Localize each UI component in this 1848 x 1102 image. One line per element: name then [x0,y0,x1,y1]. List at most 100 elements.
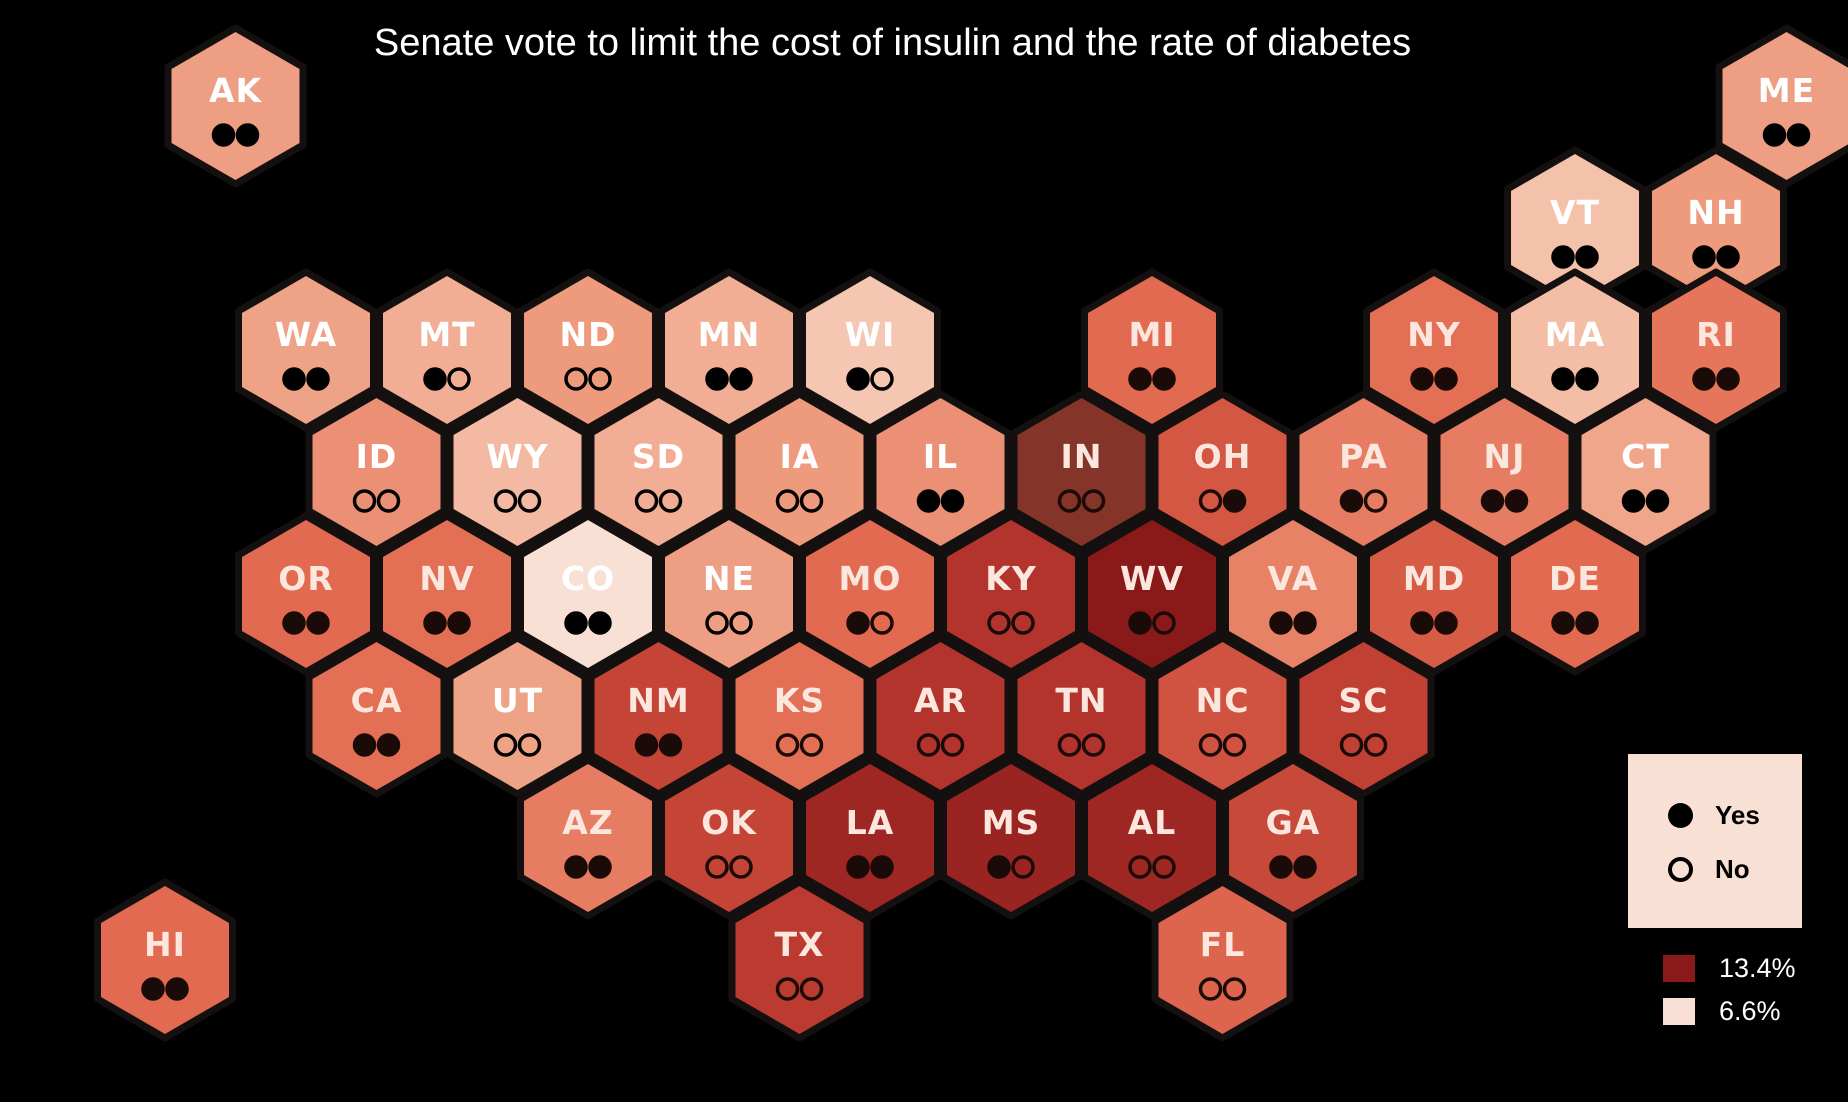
state-hexagon [1504,268,1646,432]
state-tile-nc: NC [1151,634,1294,798]
state-tile-sd: SD [587,390,730,554]
open-circle-icon [1668,857,1693,882]
state-hexagon [1363,268,1505,432]
state-tile-ok: OK [658,756,800,920]
vote-no-dot [352,489,377,513]
state-hexagon [799,512,941,676]
state-hexagon [1151,878,1294,1042]
vote-no-dot [1222,733,1247,757]
filled-circle-icon [1668,803,1693,828]
state-abbr-label: TN [1055,681,1107,720]
state-abbr-label: OH [1194,437,1252,476]
state-tile-id: ID [305,390,448,554]
color-scale-max: 13.4% [1663,953,1796,984]
color-scale-min-label: 6.6% [1719,996,1781,1026]
color-swatch-min [1663,998,1695,1025]
vote-no-dot [729,855,753,879]
state-tile-nv: NV [376,512,518,676]
state-hexagon [869,390,1012,554]
state-hexagon [1151,634,1294,798]
state-hexagon [940,512,1082,676]
vote-no-dot [493,489,518,513]
vote-yes-dot [1692,367,1716,391]
vote-no-dot [658,489,683,513]
state-hexagon [1222,756,1364,920]
vote-no-dot [517,733,542,757]
vote-yes-dot [1434,367,1458,391]
state-tile-la: LA [799,756,941,920]
state-hexagon [446,390,589,554]
state-hexagon [235,268,377,432]
state-tile-wv: WV [1081,512,1223,676]
vote-yes-dot [282,367,306,391]
state-abbr-label: IL [923,437,958,476]
state-hexagon [305,634,448,798]
state-abbr-label: IN [1061,437,1103,476]
state-hexagon [658,268,800,432]
vote-no-dot [493,733,518,757]
vote-yes-dot [423,367,447,391]
state-tile-ga: GA [1222,756,1364,920]
vote-no-dot [775,977,800,1001]
vote-yes-dot [940,489,965,513]
state-abbr-label: SC [1339,681,1389,720]
state-abbr-label: WA [275,315,337,354]
vote-no-dot [705,855,729,879]
vote-yes-dot [1551,611,1575,635]
vote-yes-dot [1410,367,1434,391]
state-tile-al: AL [1081,756,1223,920]
vote-yes-dot [447,611,471,635]
state-abbr-label: KY [985,559,1037,598]
vote-yes-dot [1293,611,1317,635]
vote-yes-dot [658,733,683,757]
vote-yes-dot [282,611,306,635]
state-abbr-label: AL [1128,803,1177,842]
state-abbr-label: MI [1128,315,1175,354]
vote-yes-dot [1762,123,1787,147]
state-tile-nh: NH [1645,146,1787,310]
vote-yes-dot [1434,611,1458,635]
vote-yes-dot [352,733,377,757]
state-hexagon [1363,512,1505,676]
state-abbr-label: NV [419,559,474,598]
vote-yes-dot [564,611,588,635]
state-hexagon [446,634,589,798]
state-abbr-label: TX [775,925,825,964]
state-hexagon [1151,390,1294,554]
state-abbr-label: ND [559,315,616,354]
state-abbr-label: OK [701,803,757,842]
state-tile-in: IN [1010,390,1153,554]
vote-yes-dot [1293,855,1317,879]
state-hexagon [728,878,871,1042]
vote-yes-dot [846,611,870,635]
state-hexagon [376,512,518,676]
state-abbr-label: NM [627,681,689,720]
vote-no-dot [1152,855,1176,879]
state-abbr-label: VT [1550,193,1600,232]
vote-no-dot [517,489,542,513]
vote-yes-dot [1410,611,1434,635]
state-abbr-label: MT [418,315,475,354]
state-tile-nj: NJ [1433,390,1576,554]
state-hexagon [164,24,307,188]
vote-yes-dot [141,977,165,1001]
color-scale-min: 6.6% [1663,996,1781,1027]
state-hexagon [658,512,800,676]
vote-no-dot [799,977,824,1001]
vote-yes-dot [1716,245,1740,269]
state-hexagon [1292,634,1435,798]
vote-no-dot [1081,733,1106,757]
vote-yes-dot [1551,367,1575,391]
state-abbr-label: DE [1549,559,1601,598]
color-scale-max-label: 13.4% [1719,953,1796,983]
vote-no-dot [1057,733,1082,757]
state-abbr-label: AK [209,71,263,110]
state-tile-ks: KS [728,634,871,798]
state-abbr-label: MO [839,559,902,598]
state-tile-ri: RI [1645,268,1787,432]
state-tile-sc: SC [1292,634,1435,798]
state-hexagon [1645,268,1787,432]
state-hexagon [1433,390,1576,554]
state-abbr-label: ID [356,437,398,476]
state-tile-mi: MI [1081,268,1223,432]
